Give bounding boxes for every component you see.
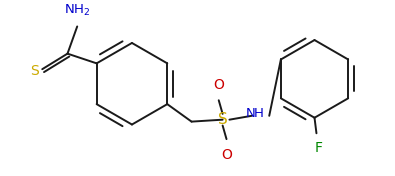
Text: N: N	[246, 107, 256, 120]
Text: S: S	[30, 64, 39, 78]
Text: F: F	[314, 141, 322, 155]
Text: O: O	[221, 148, 232, 162]
Text: S: S	[218, 112, 228, 127]
Text: O: O	[213, 77, 224, 92]
Text: NH$_2$: NH$_2$	[64, 3, 90, 18]
Text: H: H	[254, 107, 263, 120]
